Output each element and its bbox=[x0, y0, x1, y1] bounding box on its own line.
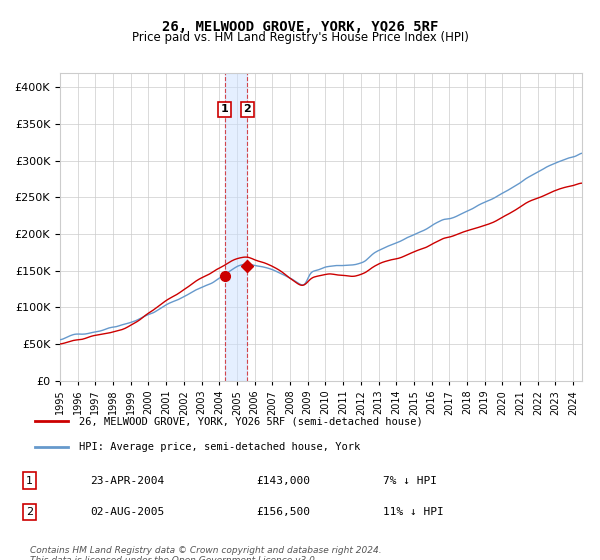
Text: £156,500: £156,500 bbox=[256, 507, 310, 517]
Text: 26, MELWOOD GROVE, YORK, YO26 5RF: 26, MELWOOD GROVE, YORK, YO26 5RF bbox=[162, 20, 438, 34]
Text: 11% ↓ HPI: 11% ↓ HPI bbox=[383, 507, 443, 517]
Bar bbox=[225, 73, 247, 381]
Text: Contains HM Land Registry data © Crown copyright and database right 2024.
This d: Contains HM Land Registry data © Crown c… bbox=[30, 546, 382, 560]
Text: 23-APR-2004: 23-APR-2004 bbox=[90, 476, 164, 486]
Text: 1: 1 bbox=[26, 476, 33, 486]
Text: 2: 2 bbox=[244, 105, 251, 114]
Text: HPI: Average price, semi-detached house, York: HPI: Average price, semi-detached house,… bbox=[79, 442, 361, 452]
Text: Price paid vs. HM Land Registry's House Price Index (HPI): Price paid vs. HM Land Registry's House … bbox=[131, 31, 469, 44]
Text: 7% ↓ HPI: 7% ↓ HPI bbox=[383, 476, 437, 486]
Text: 2: 2 bbox=[26, 507, 33, 517]
Text: 02-AUG-2005: 02-AUG-2005 bbox=[90, 507, 164, 517]
Text: 1: 1 bbox=[221, 105, 229, 114]
Text: 26, MELWOOD GROVE, YORK, YO26 5RF (semi-detached house): 26, MELWOOD GROVE, YORK, YO26 5RF (semi-… bbox=[79, 416, 423, 426]
Text: £143,000: £143,000 bbox=[256, 476, 310, 486]
